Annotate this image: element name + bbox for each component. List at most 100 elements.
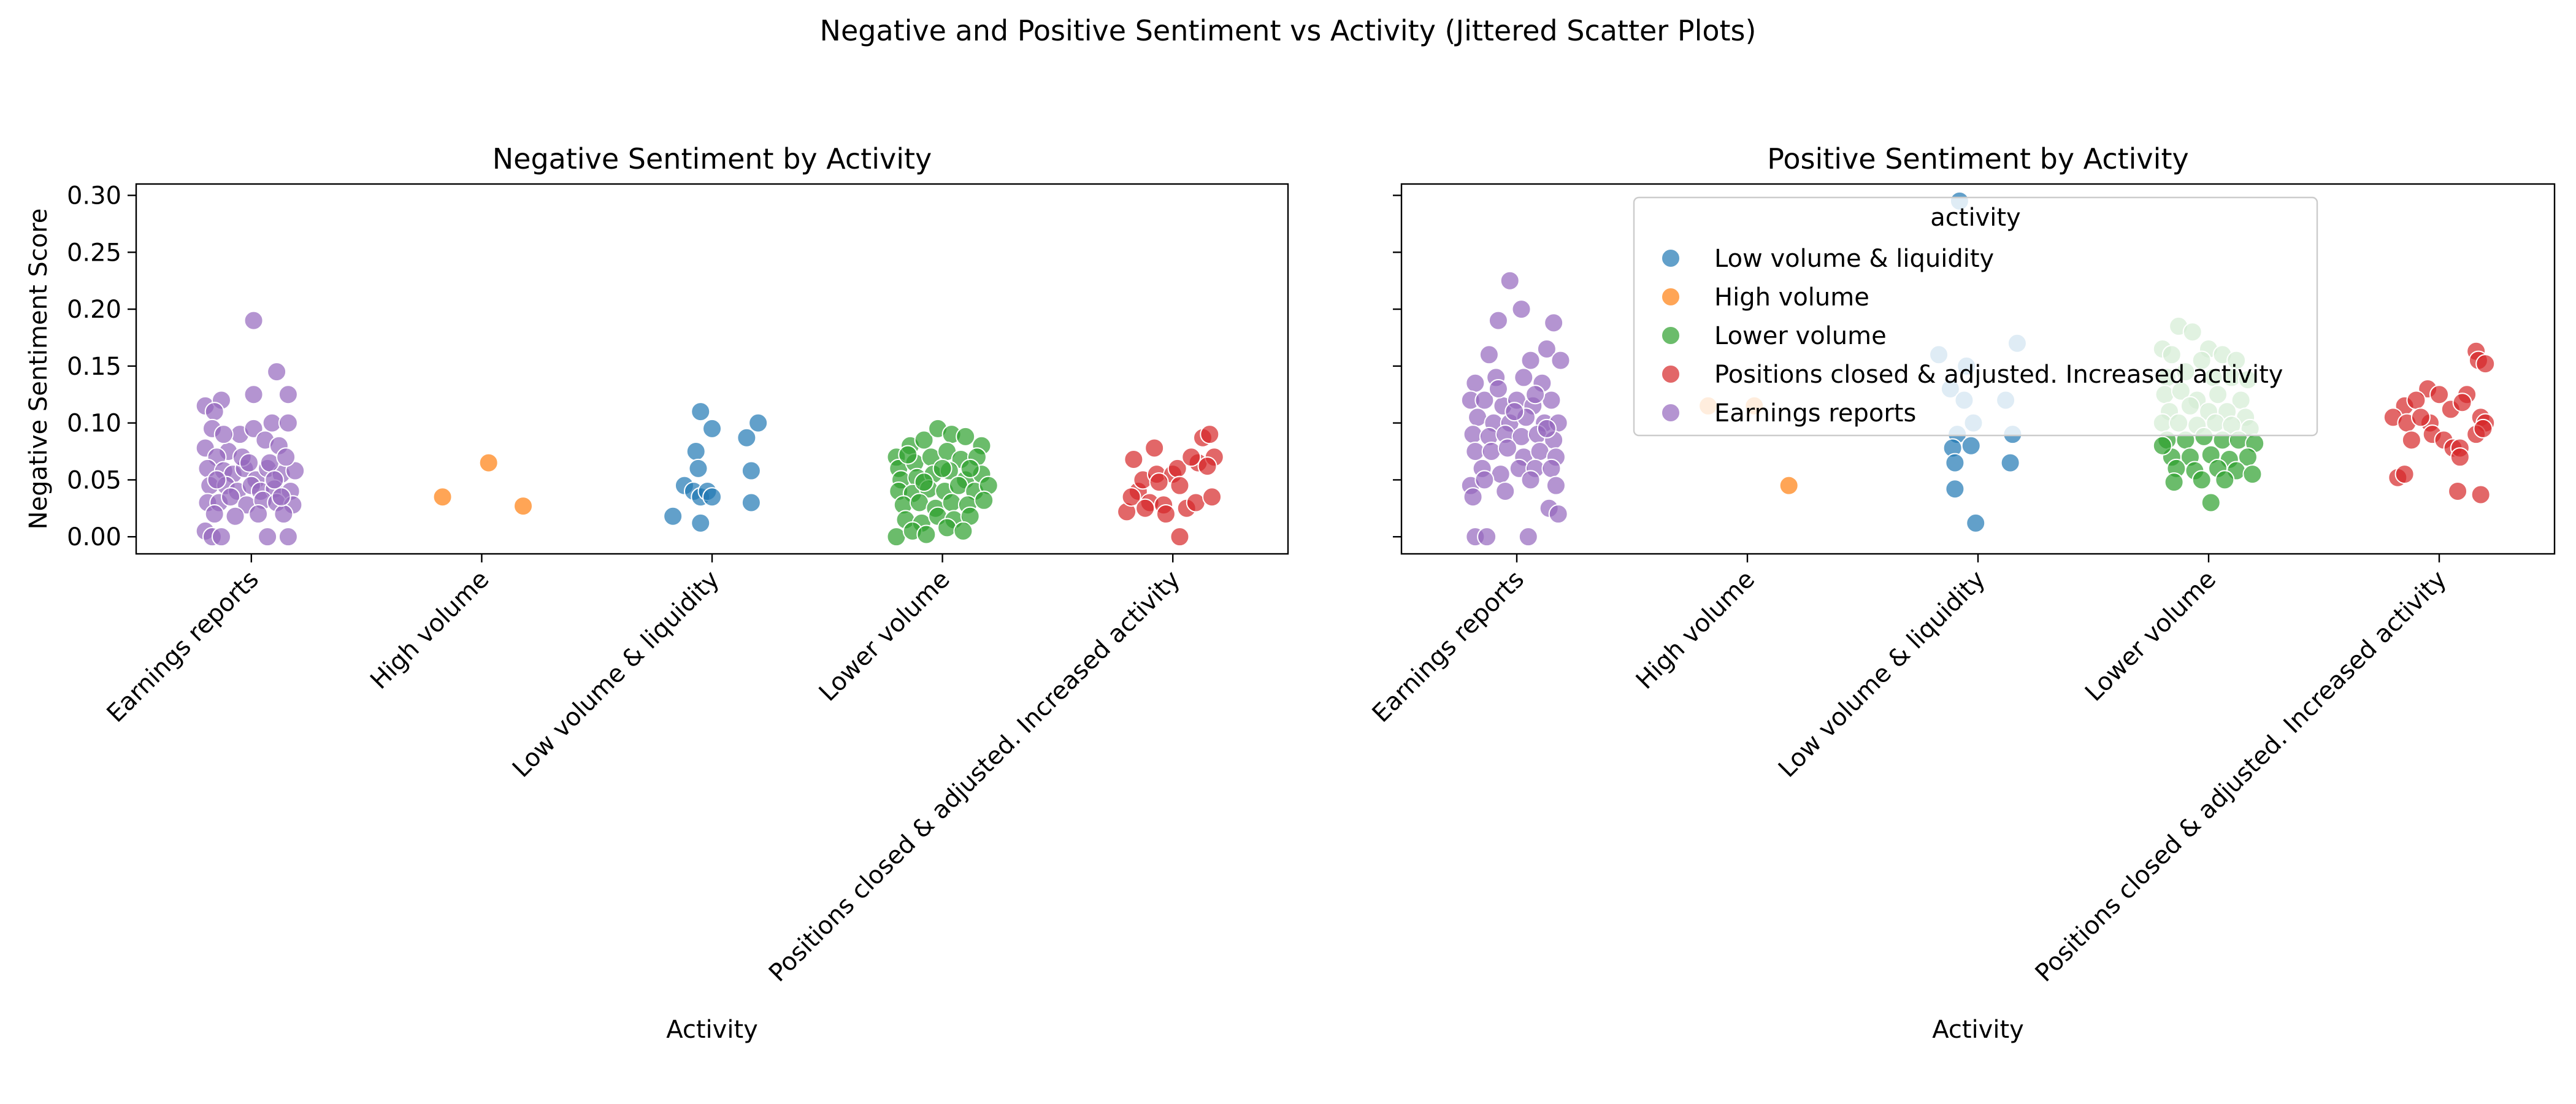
data-point: [204, 402, 224, 422]
data-point: [1481, 442, 1501, 462]
data-point: [2191, 470, 2212, 490]
x-axis-label: Activity: [1932, 1016, 2024, 1044]
data-point: [1124, 450, 1144, 470]
legend-marker: [1661, 326, 1681, 345]
data-point: [937, 518, 957, 538]
legend-marker: [1661, 364, 1681, 384]
data-point: [1488, 310, 1508, 331]
data-point: [2000, 453, 2020, 473]
data-point: [1966, 513, 1986, 533]
data-point: [271, 487, 291, 507]
data-point: [285, 461, 305, 481]
data-point: [1121, 487, 1141, 507]
data-point: [1474, 470, 1495, 490]
legend-marker: [1661, 287, 1681, 307]
data-point: [898, 445, 918, 465]
data-point: [274, 504, 294, 524]
data-point: [2152, 435, 2172, 456]
data-point: [1945, 479, 1965, 499]
data-point: [278, 527, 298, 547]
data-point: [2429, 385, 2449, 405]
data-point: [267, 362, 287, 382]
data-point: [2475, 354, 2496, 374]
data-point: [1495, 481, 1516, 501]
y-tick-label: 0.25: [67, 239, 121, 267]
data-point: [220, 487, 240, 507]
data-point: [1479, 345, 1499, 365]
y-tick-label: 0.20: [67, 296, 121, 324]
data-point: [225, 506, 245, 526]
panel-title: Positive Sentiment by Activity: [1767, 142, 2188, 175]
data-point: [1474, 390, 1495, 410]
panel-title: Negative Sentiment by Activity: [493, 142, 932, 175]
data-point: [478, 453, 499, 473]
data-point: [278, 385, 298, 405]
data-point: [1465, 373, 1485, 393]
legend: activity Low volume & liquidity High volum…: [1633, 196, 2318, 437]
data-point: [2406, 390, 2426, 410]
data-point: [956, 426, 976, 447]
data-point: [1181, 447, 1202, 467]
data-point: [688, 458, 708, 478]
data-point: [1202, 487, 1222, 507]
data-point: [2164, 472, 2184, 493]
data-point: [1200, 424, 1220, 445]
y-tick-label: 0.00: [67, 523, 121, 551]
data-point: [1536, 418, 1557, 439]
data-point: [204, 504, 224, 524]
data-point: [1541, 458, 1562, 478]
data-point: [2410, 407, 2431, 427]
y-axis-label: Negative Sentiment Score: [25, 209, 53, 530]
data-point: [748, 413, 769, 433]
data-point: [1170, 475, 1190, 496]
legend-box: [1633, 196, 2318, 437]
data-point: [278, 413, 298, 433]
data-point: [914, 430, 934, 450]
data-point: [1544, 313, 1564, 333]
data-point: [1518, 527, 1538, 547]
data-point: [2242, 464, 2263, 485]
data-point: [1477, 527, 1497, 547]
data-point: [960, 458, 980, 478]
data-point: [741, 461, 761, 481]
data-point: [276, 447, 296, 467]
data-point: [2215, 470, 2235, 490]
data-point: [1548, 504, 1568, 524]
data-point: [1779, 475, 1799, 496]
data-point: [1144, 438, 1165, 458]
legend-label: Positions closed & adjusted. Increased a…: [1714, 361, 2283, 389]
y-tick-label: 0.30: [67, 182, 121, 210]
data-point: [2401, 430, 2421, 450]
data-point: [2471, 485, 2491, 505]
data-point: [2450, 447, 2470, 467]
data-point: [702, 487, 722, 507]
data-point: [211, 527, 231, 547]
legend-marker: [1661, 248, 1681, 268]
data-points: [195, 310, 1224, 547]
data-point: [691, 402, 711, 422]
data-point: [2448, 481, 2468, 501]
y-tick-label: 0.10: [67, 410, 121, 438]
data-point: [974, 490, 994, 510]
data-point: [1500, 270, 1520, 291]
legend-label: Lower volume: [1714, 322, 1887, 350]
data-point: [1520, 350, 1541, 370]
data-point: [1149, 472, 1169, 493]
data-point: [1546, 475, 1566, 496]
data-point: [953, 521, 973, 541]
data-point: [914, 472, 934, 493]
data-point: [264, 470, 285, 490]
data-point: [2473, 418, 2493, 439]
legend-marker: [1661, 403, 1681, 423]
figure-title: Negative and Positive Sentiment vs Activ…: [820, 14, 1757, 47]
data-point: [243, 310, 264, 331]
data-point: [702, 418, 722, 439]
data-point: [932, 458, 953, 478]
data-point: [737, 427, 757, 448]
data-point: [248, 504, 269, 524]
legend-label: Earnings reports: [1714, 399, 1916, 427]
data-point: [1514, 367, 1534, 388]
data-point: [1505, 402, 1525, 422]
data-point: [916, 524, 937, 545]
